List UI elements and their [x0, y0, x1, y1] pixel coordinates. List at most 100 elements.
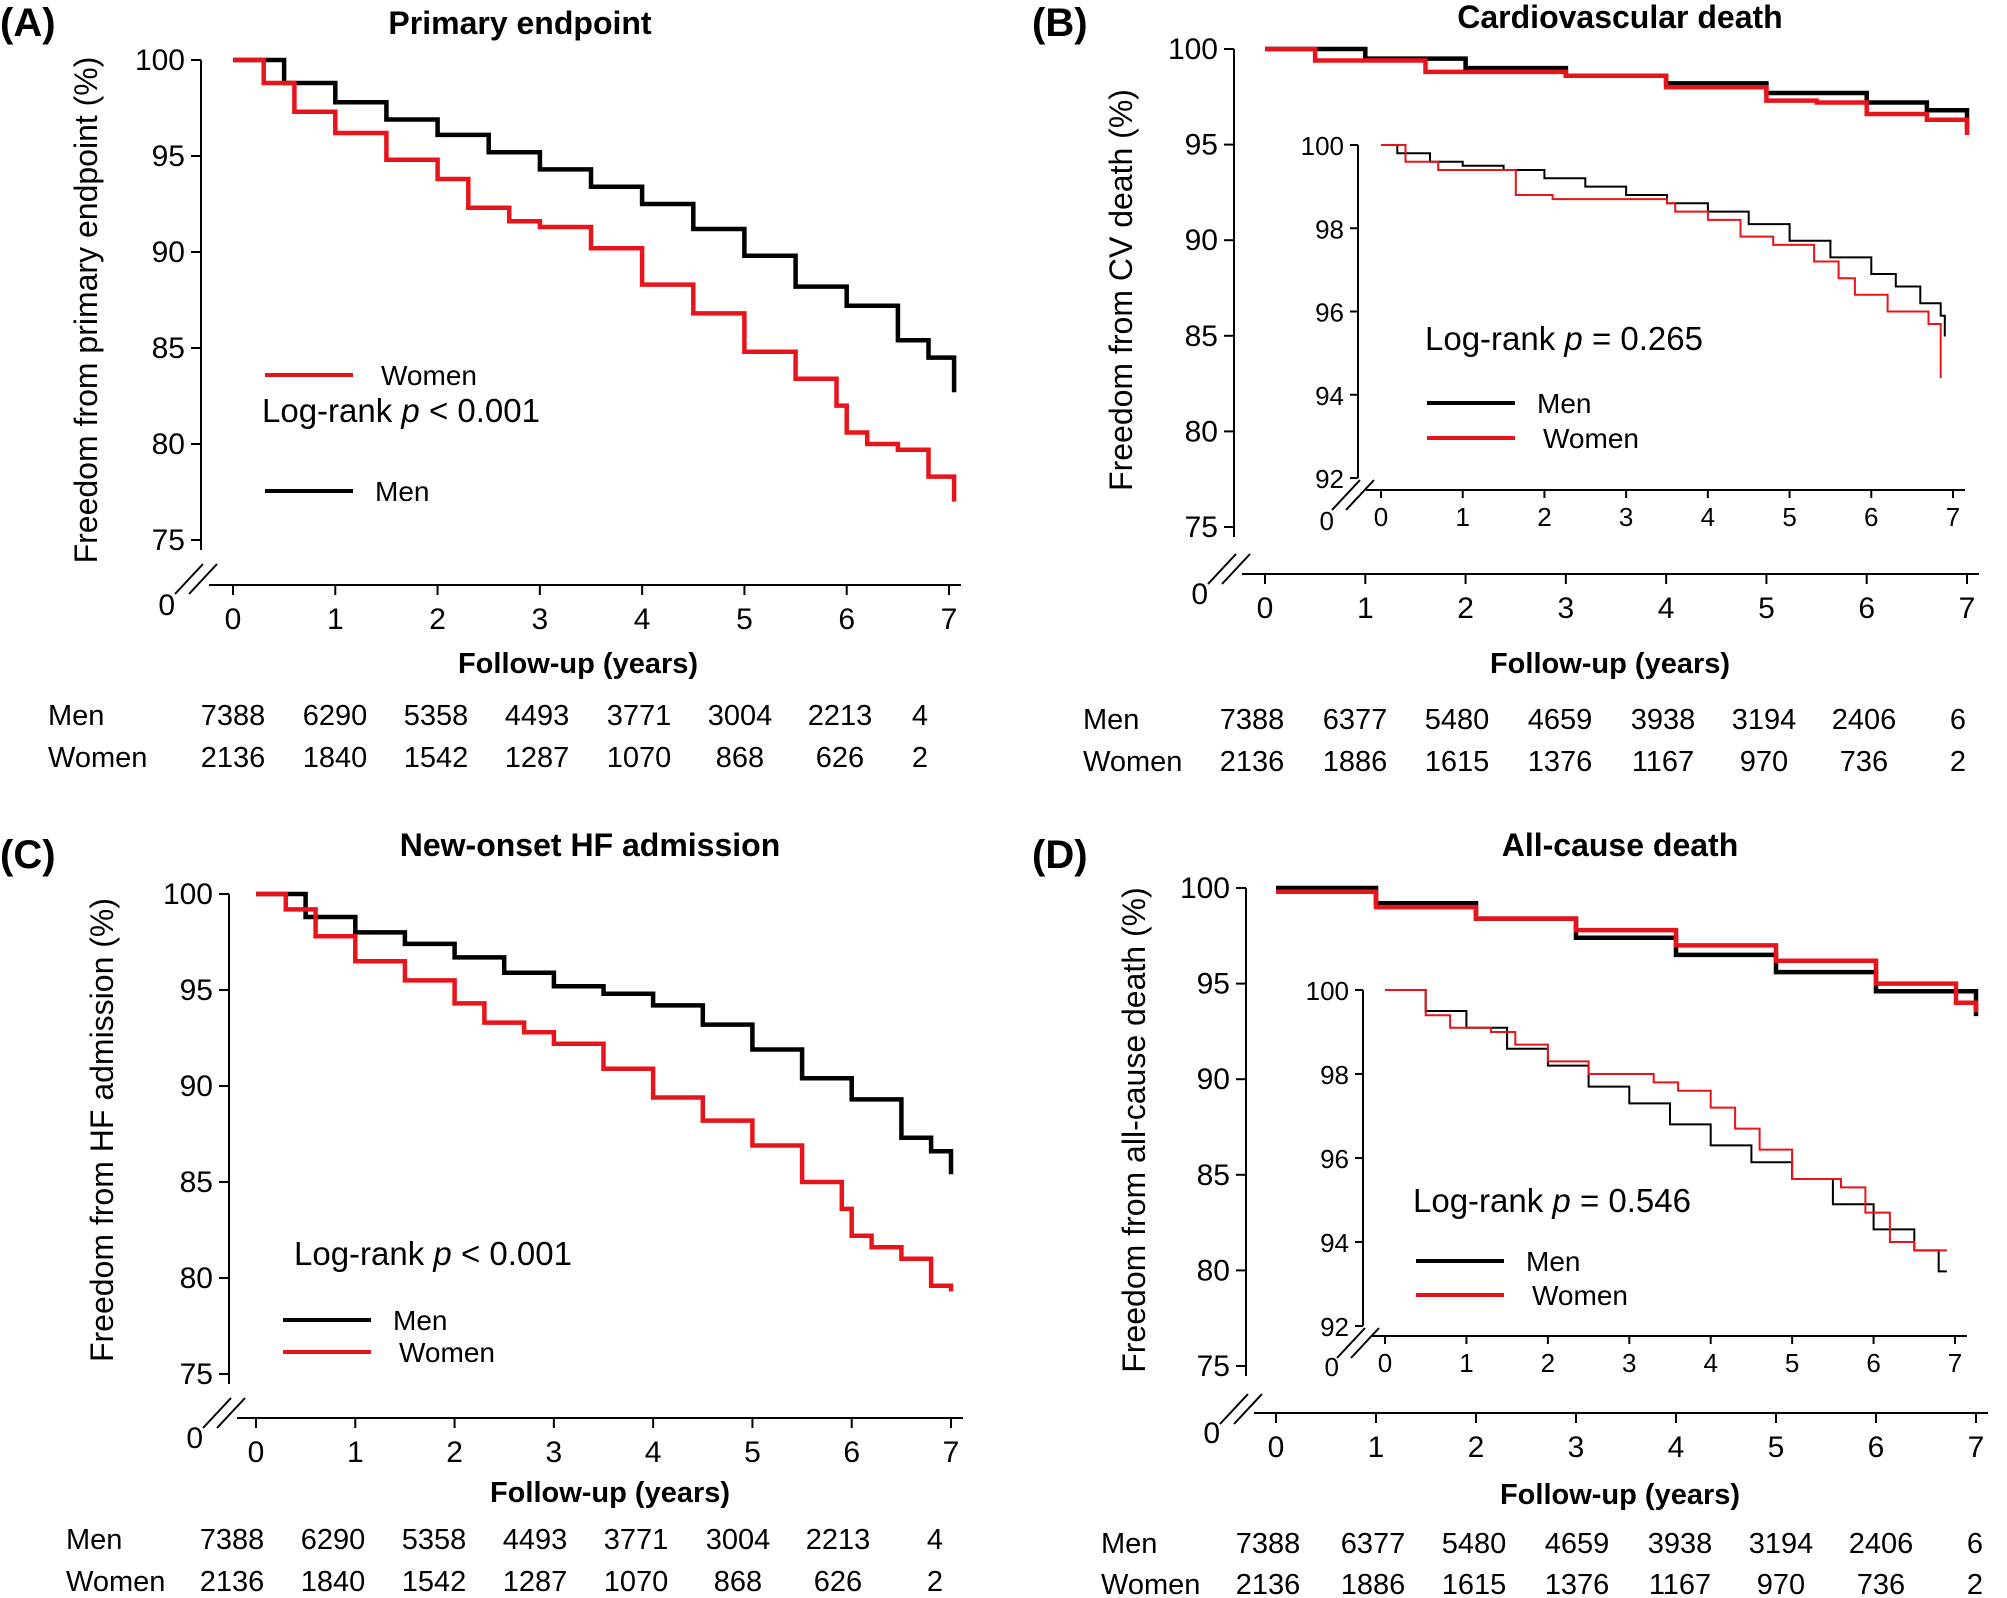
panel-c-main-y-tick-label: 90	[180, 1070, 213, 1103]
panel-b-inset-x-tick-label: 7	[1946, 502, 1960, 532]
panel-d-main-y-tick-label: 75	[1197, 1350, 1230, 1383]
panel-a-pvalue: Log-rank p < 0.001	[262, 392, 540, 429]
panel-b-inset-y-tick-label: 92	[1315, 464, 1344, 494]
panel-d-main-x-tick-label: 6	[1868, 1431, 1885, 1464]
panel-c-main-x-tick-label: 2	[446, 1436, 463, 1469]
panel-c-main-x-tick-label: 3	[546, 1436, 563, 1469]
panel-b-main-axis-break	[1207, 553, 1237, 585]
panel-b-x-axis-title: Follow-up (years)	[1490, 648, 1730, 680]
panel-b-main-x-tick-label: 7	[1959, 592, 1976, 625]
panel-d-legend-label-women: Women	[1532, 1280, 1628, 1311]
panel-d-inset-x-tick-label: 3	[1622, 1348, 1636, 1378]
panel-a-risk-cell: 3771	[607, 700, 672, 732]
panel-a-main-y-tick-label: 95	[152, 140, 185, 173]
panel-a-risk-table: Men 7388 6290 5358 4493 3771 3004 2213 4 Women 213…	[48, 700, 928, 774]
panel-d-inset-y-break-label: 0	[1325, 1352, 1339, 1382]
panel-d-main-y-tick-label: 90	[1197, 1063, 1230, 1096]
panel-d-inset-series-women	[1385, 989, 1947, 1252]
panel-b: (B) Cardiovascular death Freedom from CV d…	[1032, 0, 1979, 778]
panel-c-x-axis-title: Follow-up (years)	[490, 1477, 730, 1509]
panel-d-risk-cell: 6377	[1341, 1528, 1406, 1560]
panel-d-main-y-tick-label: 100	[1180, 872, 1230, 905]
panel-b-inset-y-tick-label: 94	[1315, 381, 1344, 411]
panel-b-inset-axis-break	[1345, 479, 1375, 511]
panel-b-main-x-tick-label: 1	[1357, 592, 1374, 625]
panel-b-inset-series-men	[1381, 144, 1946, 337]
panel-b-pvalue-prefix: Log-rank	[1425, 320, 1564, 357]
panel-c-main-y-tick-label: 80	[180, 1262, 213, 1295]
panel-a-main-y-tick-label: 80	[152, 428, 185, 461]
panel-a-risk-cell: 1287	[505, 742, 570, 774]
panel-a: (A) Primary endpoint Freedom from primary …	[0, 1, 961, 774]
panel-b-risk-cell: 5480	[1425, 704, 1490, 736]
panel-d-risk-cell: 1615	[1442, 1569, 1507, 1598]
panel-d-risk-cell: 4659	[1545, 1528, 1610, 1560]
panel-d-risk-cell: 970	[1757, 1569, 1805, 1598]
panel-b-title: Cardiovascular death	[1457, 0, 1782, 35]
panel-d-main-y-break-label: 0	[1203, 1417, 1220, 1450]
panel-a-main-x-tick-label: 1	[327, 603, 344, 636]
panel-c-risk-cell: 6290	[301, 1524, 366, 1556]
panel-c-main-x-tick-label: 4	[645, 1436, 662, 1469]
panel-d-inset-x-tick-label: 2	[1541, 1348, 1555, 1378]
panel-d-main-x-tick-label: 7	[1968, 1431, 1985, 1464]
panel-b-legend-label-men: Men	[1537, 388, 1591, 419]
panel-d-title: All-cause death	[1502, 827, 1739, 863]
panel-b-inset-y-tick-label: 100	[1301, 131, 1344, 161]
panel-d-risk-cell: 6	[1967, 1528, 1983, 1560]
panel-d-main-x-tick-label: 5	[1768, 1431, 1785, 1464]
panel-c-main-x-tick-label: 0	[248, 1436, 265, 1469]
panel-c-risk-cell: 5358	[402, 1524, 467, 1556]
panel-c-legend-label-women: Women	[399, 1337, 495, 1368]
panel-b-risk-cell: 1167	[1632, 746, 1694, 778]
panel-c-main-x-tick-label: 5	[744, 1436, 761, 1469]
panel-c-risk-row-label: Women	[66, 1566, 165, 1598]
panel-d-inset-y-tick-label: 96	[1320, 1144, 1349, 1174]
panel-b-risk-cell: 1376	[1528, 746, 1593, 778]
panel-d-letter: (D)	[1032, 833, 1088, 877]
panel-c-legend-label-men: Men	[393, 1305, 447, 1336]
panel-d-inset-y-tick-label: 98	[1320, 1060, 1349, 1090]
panel-a-risk-cell: 626	[816, 742, 864, 774]
panel-a-risk-cell: 2	[912, 742, 928, 774]
panel-a-risk-cell: 6290	[303, 700, 368, 732]
panel-b-pvalue-value: = 0.265	[1583, 320, 1703, 357]
panel-a-risk-cell: 1542	[404, 742, 469, 774]
panel-b-risk-cell: 1886	[1323, 746, 1388, 778]
panel-b-main-x-tick-label: 3	[1558, 592, 1575, 625]
panel-a-title: Primary endpoint	[388, 5, 652, 41]
panel-d-x-axis-title: Follow-up (years)	[1500, 1479, 1740, 1511]
panel-a-risk-cell: 5358	[404, 700, 469, 732]
panel-c-risk-cell: 1840	[301, 1566, 366, 1598]
panel-a-x-axis-title: Follow-up (years)	[458, 648, 698, 680]
panel-d-inset-x-tick-label: 4	[1703, 1348, 1717, 1378]
panel-a-main-x-tick-label: 2	[429, 603, 446, 636]
panel-b-letter: (B)	[1032, 1, 1088, 45]
panel-a-main-y-tick-label: 75	[152, 524, 185, 557]
panel-d-risk-cell: 7388	[1236, 1528, 1301, 1560]
panel-b-risk-cell: 1615	[1425, 746, 1490, 778]
panel-c-pvalue-prefix: Log-rank	[294, 1235, 433, 1272]
panel-d-risk-cell: 2	[1967, 1569, 1983, 1598]
panel-a-main-x-tick-label: 3	[532, 603, 549, 636]
panel-b-inset-y-tick-label: 96	[1315, 298, 1344, 328]
panel-d-main-axis-break	[1233, 1393, 1263, 1425]
panel-c-main-y-tick-label: 95	[180, 974, 213, 1007]
panel-c-risk-cell: 3004	[706, 1524, 771, 1556]
panel-d-main-y-tick-label: 95	[1197, 968, 1230, 1001]
panel-d-pvalue: Log-rank p = 0.546	[1413, 1182, 1691, 1219]
panel-c-risk-cell: 2213	[806, 1524, 871, 1556]
panel-b-risk-cell: 3194	[1732, 704, 1797, 736]
panel-d-risk-cell: 5480	[1442, 1528, 1507, 1560]
panel-a-risk-cell: 7388	[201, 700, 266, 732]
panel-c-risk-table: Men 7388 6290 5358 4493 3771 3004 2213 4 Women 213…	[66, 1524, 943, 1598]
panel-b-inset-x-tick-label: 4	[1701, 502, 1715, 532]
panel-d-main-x-tick-label: 1	[1368, 1431, 1385, 1464]
panel-a-pvalue-symbol: p	[400, 392, 419, 429]
panel-b-main-y-tick-label: 95	[1185, 129, 1218, 162]
panel-a-risk-cell: 2136	[201, 742, 266, 774]
panel-b-main-x-tick-label: 6	[1858, 592, 1875, 625]
